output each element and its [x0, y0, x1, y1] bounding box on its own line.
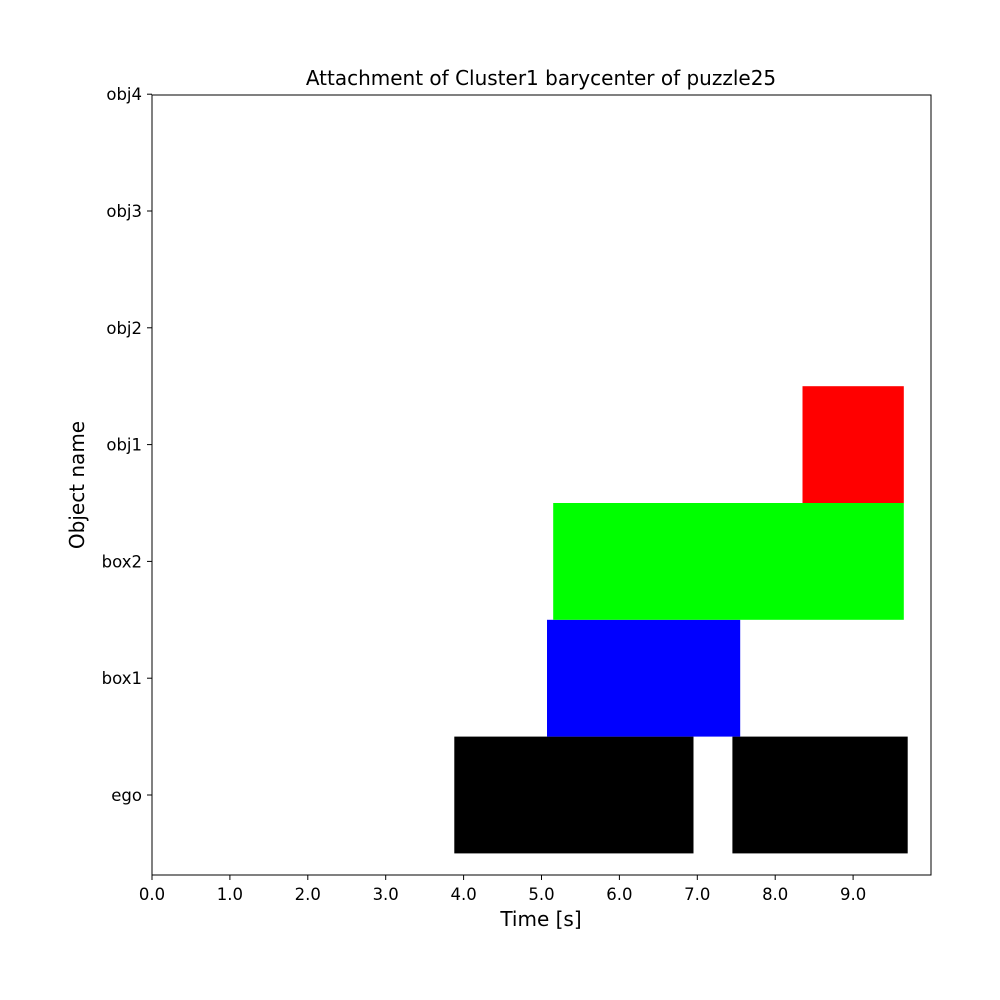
y-axis-label: Object name	[65, 421, 89, 549]
y-tick-label: obj4	[106, 85, 142, 104]
interval-bar-ego-0	[454, 736, 694, 854]
x-tick-label: 8.0	[762, 885, 788, 904]
chart-title: Attachment of Cluster1 barycenter of puz…	[306, 66, 776, 90]
y-tick-label: ego	[111, 786, 142, 805]
x-tick-label: 1.0	[217, 885, 243, 904]
x-tick-label: 0.0	[139, 885, 165, 904]
bars-layer	[454, 386, 908, 854]
y-tick-label: obj1	[106, 436, 142, 455]
x-tick-label: 2.0	[295, 885, 321, 904]
interval-bar-box1-2	[547, 619, 741, 737]
x-tick-label: 4.0	[450, 885, 476, 904]
y-tick-label: obj3	[106, 202, 142, 221]
x-tick-label: 3.0	[373, 885, 399, 904]
interval-bar-obj1-4	[802, 386, 904, 503]
y-axis-ticks: ego box1 box2 obj1 obj2 obj3 obj4	[102, 85, 152, 805]
x-axis-label: Time [s]	[499, 907, 581, 931]
y-tick-label: obj2	[106, 319, 142, 338]
interval-bar-box2-3	[553, 503, 904, 620]
interval-bar-ego-1	[732, 736, 908, 854]
x-tick-label: 6.0	[606, 885, 632, 904]
x-tick-label: 5.0	[528, 885, 554, 904]
y-tick-label: box2	[102, 552, 142, 571]
x-tick-label: 7.0	[684, 885, 710, 904]
x-axis-ticks: 0.0 1.0 2.0 3.0 4.0 5.0 6.0 7.0 8.0 9.0	[139, 875, 866, 904]
x-tick-label: 9.0	[840, 885, 866, 904]
y-tick-label: box1	[102, 669, 142, 688]
